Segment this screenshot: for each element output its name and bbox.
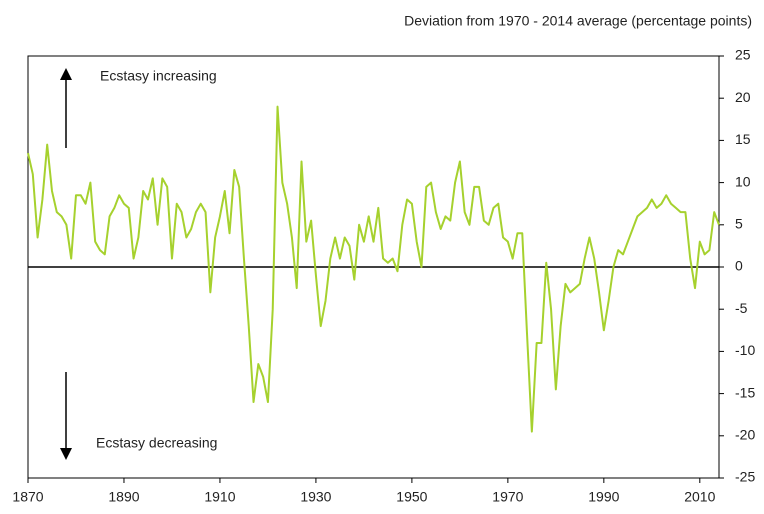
y-tick-label: -20 [735,427,755,443]
y-tick-label: 10 [735,173,751,189]
y-tick-label: 20 [735,89,751,105]
x-tick-label: 1950 [396,489,427,505]
y-tick-label: 5 [735,216,743,232]
y-tick-label: 0 [735,258,743,274]
x-tick-label: 1890 [108,489,139,505]
y-tick-label: -15 [735,384,755,400]
y-tick-label: 25 [735,47,751,63]
x-tick-label: 2010 [684,489,715,505]
annotation: Ecstasy decreasing [96,435,217,451]
y-tick-label: 15 [735,131,751,147]
y-tick-label: -25 [735,469,755,485]
x-tick-label: 1870 [12,489,43,505]
y-tick-label: -10 [735,342,755,358]
data-line [27,105,720,433]
annotation: Ecstasy increasing [100,68,217,84]
y-tick-label: -5 [735,300,748,316]
chart-title: Deviation from 1970 - 2014 average (perc… [404,13,752,29]
x-tick-label: 1910 [204,489,235,505]
arrowhead [60,448,72,460]
arrowhead [60,68,72,80]
x-tick-label: 1990 [588,489,619,505]
x-tick-label: 1930 [300,489,331,505]
x-tick-label: 1970 [492,489,523,505]
